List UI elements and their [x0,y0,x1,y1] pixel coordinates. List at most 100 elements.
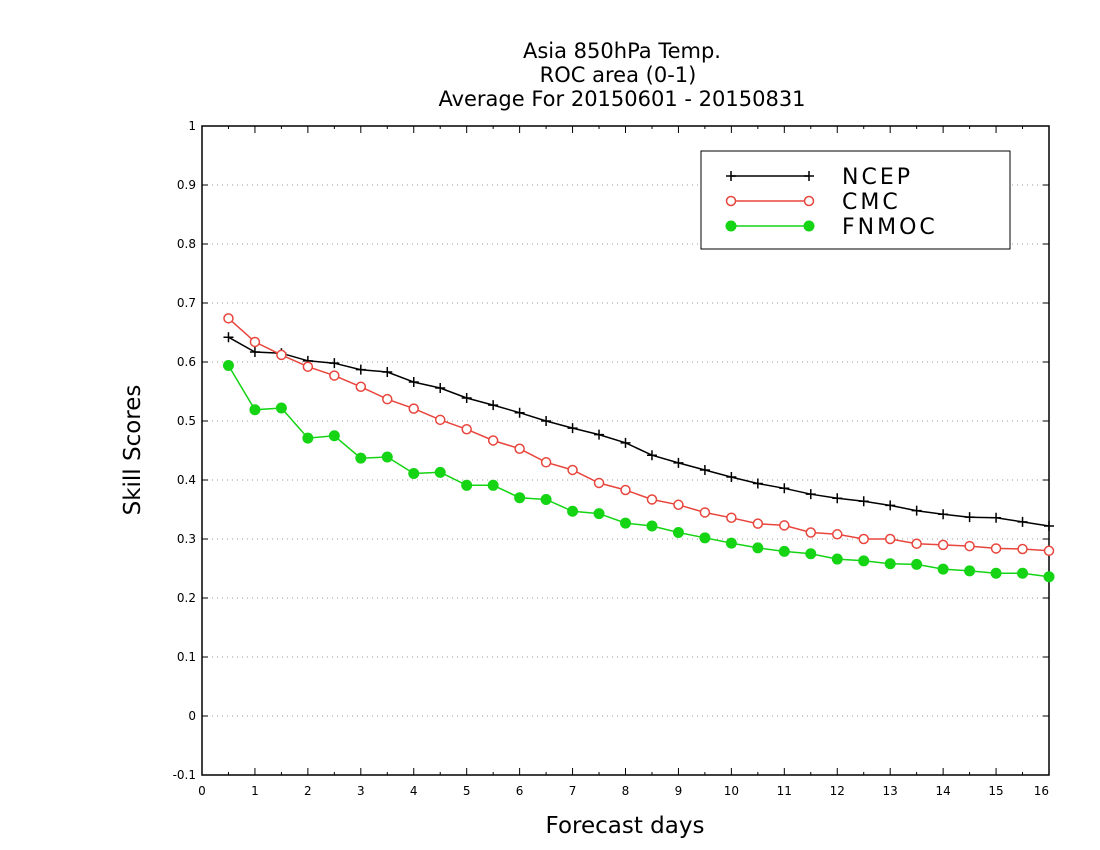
data-point-fnmoc [275,402,287,414]
data-point-ncep [249,346,260,357]
data-point-ncep [355,364,366,375]
series-line-fnmoc [227,365,1050,578]
x-tick-label: 6 [516,784,524,798]
data-point-cmc [673,499,684,511]
data-point-cmc [990,543,1002,554]
y-tick-label: -0.1 [173,768,196,782]
data-point-fnmoc [567,505,579,517]
x-tick-label: 4 [410,784,418,798]
data-point-ncep [594,429,605,440]
series-cmc [223,313,1055,557]
data-point-fnmoc [646,520,658,532]
x-tick-label: 11 [777,784,792,798]
data-point-fnmoc [249,404,261,416]
x-tick-label: 7 [569,784,577,798]
legend-marker-fnmoc [725,220,737,232]
data-point-ncep [885,500,896,511]
legend-marker-ncep [726,171,736,181]
chart-title-line-2: ROC area (0-1) [540,63,697,87]
data-point-fnmoc [302,432,314,444]
data-point-fnmoc [937,563,949,575]
data-point-cmc [1043,545,1055,557]
y-axis-label: Skill Scores [120,385,146,516]
x-tick-label: 16 [1034,784,1049,798]
data-point-cmc [329,370,340,381]
data-point-fnmoc [328,430,340,442]
x-tick-label: 14 [935,784,950,798]
data-point-fnmoc [1017,567,1029,579]
data-point-ncep [699,464,710,475]
legend-item-fnmoc: FNMOC [725,215,935,240]
data-point-fnmoc [858,555,870,567]
data-point-cmc [355,381,367,393]
data-point-fnmoc [725,537,737,549]
data-point-fnmoc [699,532,711,544]
data-point-cmc [726,512,737,524]
y-tick-label: 0.5 [177,414,196,428]
y-tick-label: 0.3 [177,532,196,546]
data-point-cmc [779,520,790,531]
data-point-cmc [858,533,869,545]
data-point-ncep [1017,516,1028,527]
y-tick-label: 0.6 [177,355,196,369]
data-point-fnmoc [408,468,420,480]
data-point-cmc [408,403,419,414]
data-point-cmc [752,518,764,529]
data-point-cmc [832,529,843,540]
data-point-fnmoc [805,548,817,560]
data-point-cmc [382,393,393,405]
legend-marker-fnmoc [803,220,815,232]
data-point-ncep [567,423,578,434]
data-point-ncep [805,489,816,500]
series-line-ncep [228,336,1050,527]
legend-marker-ncep [804,171,814,181]
x-tick-label: 13 [883,784,898,798]
y-tick-label: 0.7 [177,296,196,310]
x-tick-label: 5 [463,784,471,798]
data-point-cmc [487,435,499,446]
x-tick-label: 3 [357,784,365,798]
data-point-ncep [991,512,1002,523]
data-point-fnmoc [381,451,393,463]
x-tick-label: 12 [830,784,845,798]
data-point-fnmoc [222,360,234,372]
data-point-fnmoc [514,492,526,504]
data-point-cmc [911,538,922,549]
data-point-ncep [620,437,631,448]
data-point-ncep [382,367,393,378]
axis-ticks: -0.100.10.20.30.40.50.60.70.80.910 1 2 3 4 5 6… [173,119,1050,798]
legend-marker-cmc [725,195,737,207]
data-point-ncep [461,392,472,403]
data-point-fnmoc [911,558,923,570]
data-point-fnmoc [620,517,631,529]
data-point-cmc [646,494,658,505]
data-point-ncep [779,483,790,494]
y-tick-label: 0.1 [177,650,196,664]
legend-label-cmc: CMC [842,190,901,215]
data-point-ncep [1044,521,1054,532]
x-tick-label: 9 [675,784,683,798]
data-point-fnmoc [434,466,446,478]
legend-box [700,150,1011,250]
data-point-cmc [276,349,287,361]
data-point-ncep [329,358,340,369]
y-tick-label: 0.8 [177,237,196,251]
x-tick-label: 0 [198,784,206,798]
data-point-ncep [938,509,949,520]
data-point-ncep [726,472,737,483]
y-tick-label: 1 [188,119,196,133]
data-point-cmc [964,540,975,552]
grid-lines [202,184,1049,717]
series-line-cmc [228,317,1050,552]
data-point-cmc [223,313,234,324]
data-point-fnmoc [487,479,499,491]
chart-title-line-1: Asia 850hPa Temp. [523,39,721,63]
legend-item-cmc: CMC [725,190,901,215]
x-tick-label: 8 [622,784,630,798]
data-point-cmc [937,539,949,551]
data-point-cmc [434,414,446,426]
data-point-cmc [567,464,578,476]
data-point-fnmoc [831,553,843,565]
